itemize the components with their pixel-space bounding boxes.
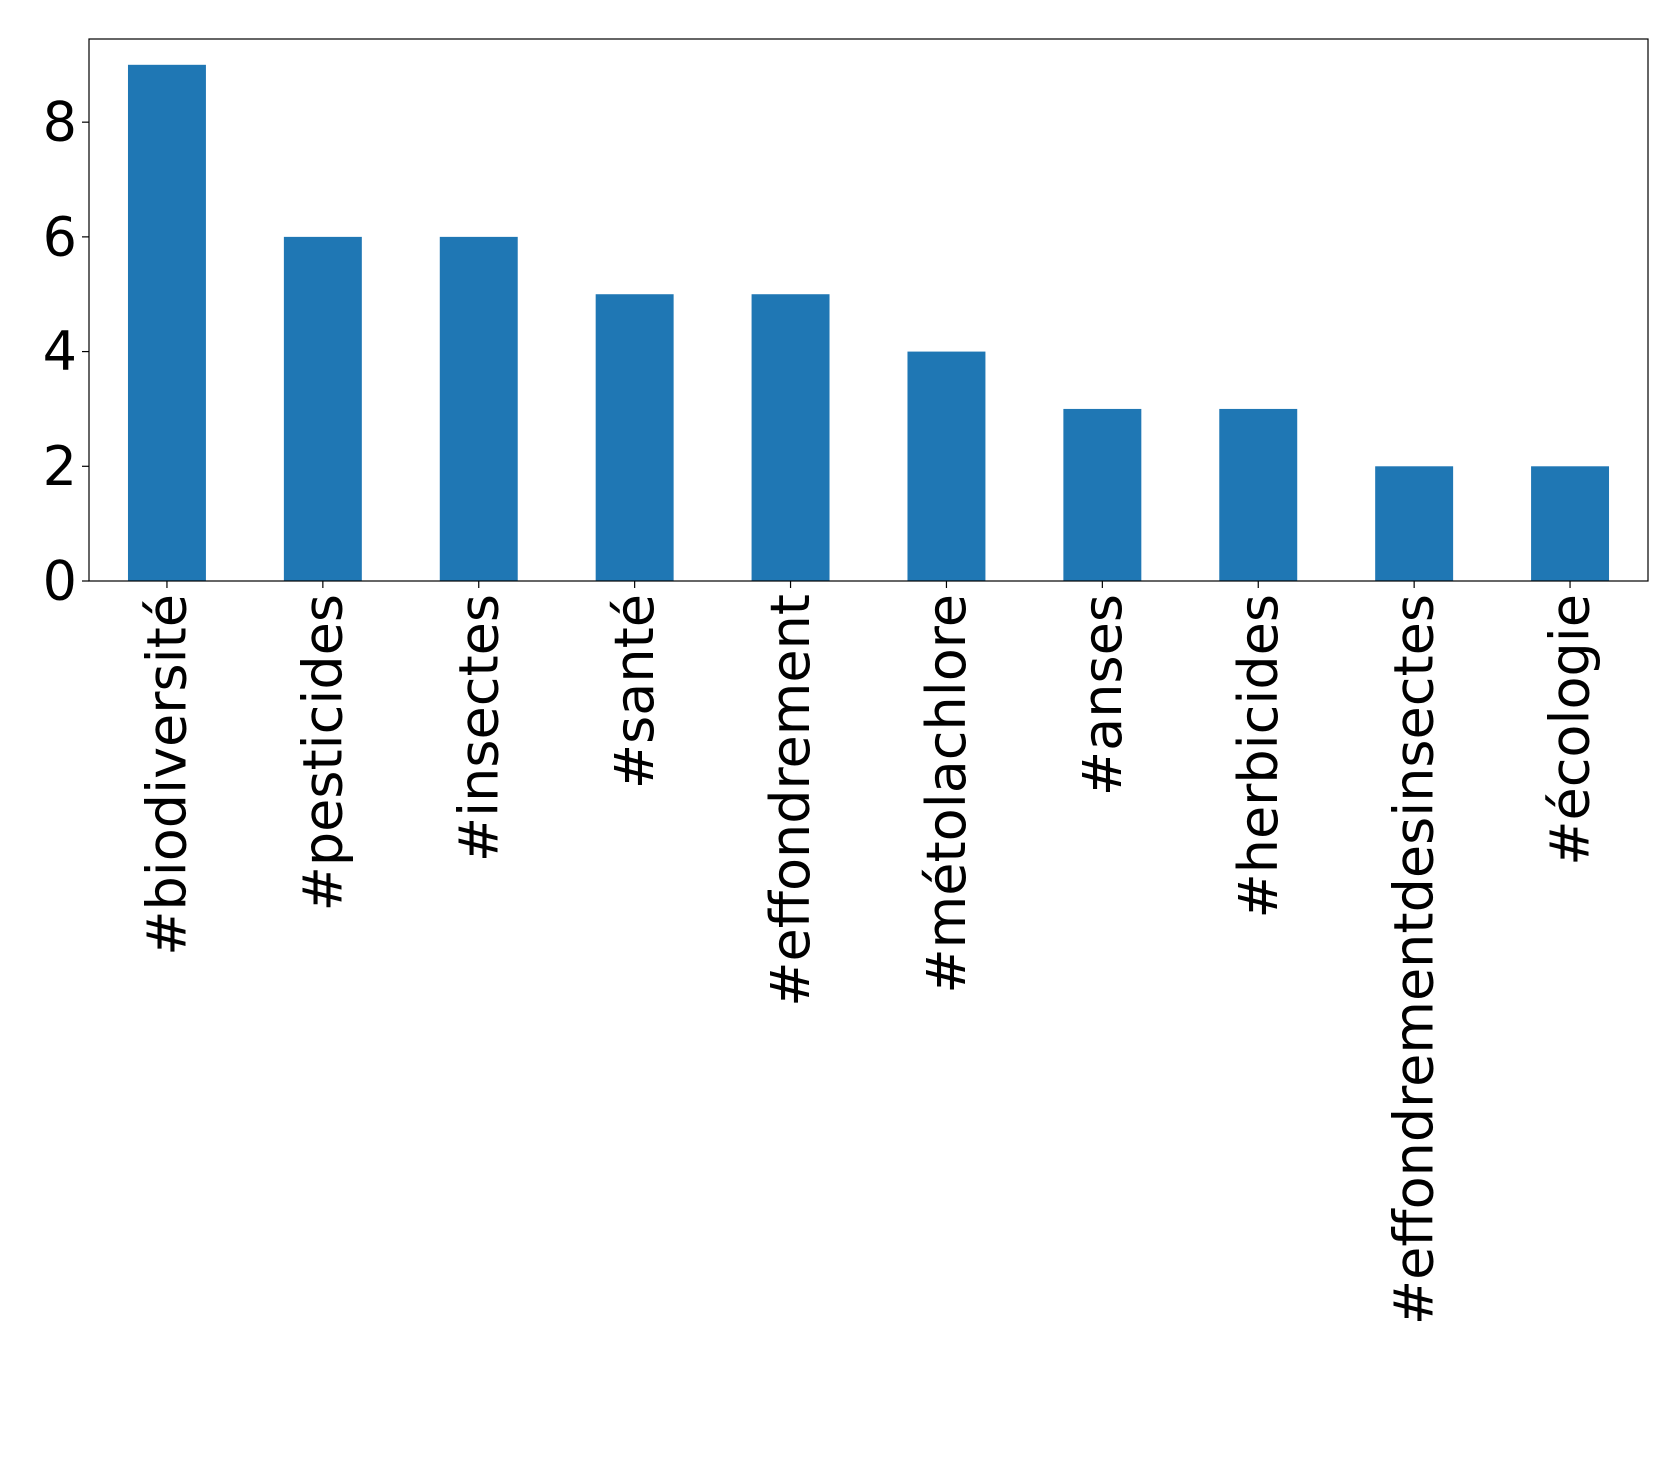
bar xyxy=(1375,466,1454,581)
y-axis: 0 2 4 6 8 xyxy=(43,91,89,613)
x-axis: #biodiversité #pesticides #insectes #santé #… xyxy=(135,581,1602,1325)
bar xyxy=(595,294,674,581)
y-tick-label: 0 xyxy=(43,550,77,613)
y-tick-label: 2 xyxy=(43,435,77,498)
x-tick-label: #métolachlore xyxy=(915,594,978,994)
bar xyxy=(439,236,518,581)
bar xyxy=(751,294,830,581)
bars-group xyxy=(127,64,1610,582)
plot-frame xyxy=(88,38,1649,582)
x-tick-label: #écologie xyxy=(1539,594,1602,866)
x-tick-label: #effondrementdesinsectes xyxy=(1383,594,1446,1325)
bar xyxy=(1219,408,1298,581)
x-tick-label: #herbicides xyxy=(1227,594,1290,919)
x-tick-label: #santé xyxy=(603,594,666,789)
bar xyxy=(907,351,986,581)
y-tick-label: 6 xyxy=(43,205,77,268)
x-tick-label: #anses xyxy=(1071,594,1134,796)
x-tick-label: #effondrement xyxy=(759,594,822,1007)
bar xyxy=(1531,466,1610,581)
y-tick-label: 4 xyxy=(43,320,77,383)
x-tick-label: #insectes xyxy=(447,594,510,862)
bar xyxy=(283,236,362,581)
y-tick-label: 8 xyxy=(43,91,77,154)
bar xyxy=(1063,408,1142,581)
x-tick-label: #pesticides xyxy=(291,594,354,911)
x-tick-label: #biodiversité xyxy=(135,594,198,956)
bar xyxy=(127,64,206,582)
